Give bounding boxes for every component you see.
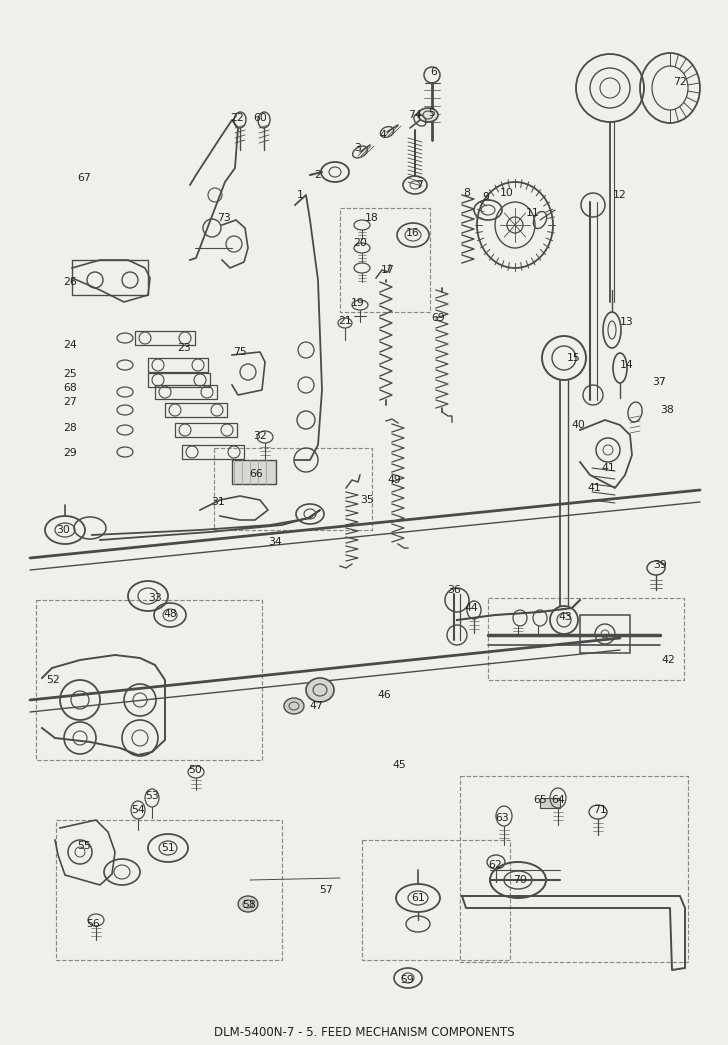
Text: 32: 32 [253, 431, 267, 441]
Text: 47: 47 [309, 701, 323, 711]
Text: 9: 9 [483, 192, 489, 202]
Text: 38: 38 [660, 405, 674, 415]
Text: 41: 41 [601, 463, 615, 473]
Text: 4: 4 [379, 130, 387, 140]
Text: 17: 17 [381, 265, 395, 275]
Text: 22: 22 [230, 113, 244, 123]
Text: 7: 7 [416, 180, 424, 190]
Text: 71: 71 [593, 805, 607, 815]
Text: 64: 64 [551, 795, 565, 805]
Text: 46: 46 [377, 690, 391, 700]
Text: 28: 28 [63, 423, 77, 433]
Text: 52: 52 [46, 675, 60, 686]
Text: 73: 73 [217, 213, 231, 223]
Text: 75: 75 [233, 347, 247, 357]
Text: 48: 48 [163, 609, 177, 619]
Text: 13: 13 [620, 317, 634, 327]
Text: 2: 2 [314, 170, 322, 180]
Text: 60: 60 [253, 113, 267, 123]
Text: 1: 1 [296, 190, 304, 200]
Ellipse shape [306, 678, 334, 702]
Bar [72, 260, 148, 295]
Text: 16: 16 [406, 228, 420, 238]
Text: 67: 67 [77, 173, 91, 183]
Bar [182, 445, 244, 459]
Bar [540, 798, 560, 808]
Text: 61: 61 [411, 893, 425, 903]
Text: 42: 42 [661, 655, 675, 665]
Bar [148, 373, 210, 387]
Text: 30: 30 [56, 525, 70, 535]
Text: 54: 54 [131, 805, 145, 815]
Text: 18: 18 [365, 213, 379, 223]
Text: 10: 10 [500, 188, 514, 198]
Text: 63: 63 [495, 813, 509, 823]
Text: 19: 19 [351, 298, 365, 308]
Ellipse shape [284, 698, 304, 714]
Bar [135, 331, 195, 345]
Ellipse shape [418, 108, 438, 122]
Text: DLM-5400N-7 - 5. FEED MECHANISM COMPONENTS: DLM-5400N-7 - 5. FEED MECHANISM COMPONEN… [214, 1025, 514, 1039]
Text: 24: 24 [63, 340, 77, 350]
Text: 56: 56 [86, 919, 100, 929]
Text: 33: 33 [148, 593, 162, 603]
Text: 44: 44 [464, 603, 478, 613]
Text: 23: 23 [177, 343, 191, 353]
Text: 59: 59 [400, 975, 414, 985]
Text: 12: 12 [613, 190, 627, 200]
Text: 55: 55 [77, 841, 91, 851]
Text: 62: 62 [488, 860, 502, 870]
Text: 31: 31 [211, 497, 225, 507]
Text: 20: 20 [353, 238, 367, 248]
Text: 39: 39 [653, 560, 667, 570]
Text: 25: 25 [63, 369, 77, 379]
Ellipse shape [238, 896, 258, 912]
Text: 58: 58 [242, 900, 256, 910]
Text: 11: 11 [526, 208, 540, 218]
Text: 74: 74 [408, 110, 422, 120]
Text: 29: 29 [63, 448, 77, 458]
Text: 26: 26 [63, 277, 77, 287]
Text: 21: 21 [338, 316, 352, 326]
Text: 37: 37 [652, 377, 666, 387]
Text: 6: 6 [430, 67, 438, 77]
Text: 49: 49 [387, 475, 401, 485]
Text: 72: 72 [673, 77, 687, 87]
Text: 69: 69 [431, 314, 445, 323]
Text: 51: 51 [161, 843, 175, 853]
Bar [232, 460, 276, 484]
Text: 50: 50 [188, 765, 202, 775]
Text: 3: 3 [355, 143, 361, 153]
Text: 40: 40 [571, 420, 585, 429]
Text: 27: 27 [63, 397, 77, 407]
Bar [148, 358, 208, 372]
Text: 35: 35 [360, 495, 374, 505]
Text: 8: 8 [464, 188, 470, 198]
Text: 34: 34 [268, 537, 282, 547]
Text: 36: 36 [447, 585, 461, 595]
Text: 53: 53 [145, 791, 159, 802]
Text: 57: 57 [319, 885, 333, 895]
Text: 68: 68 [63, 384, 77, 393]
Text: 41: 41 [587, 483, 601, 493]
Bar [175, 423, 237, 437]
Bar [580, 616, 630, 653]
Bar [165, 403, 227, 417]
Bar [155, 385, 217, 399]
Text: 45: 45 [392, 760, 406, 770]
Text: 65: 65 [533, 795, 547, 805]
Text: 15: 15 [567, 353, 581, 363]
Text: 66: 66 [249, 469, 263, 479]
Text: 70: 70 [513, 875, 527, 885]
Text: 5: 5 [429, 108, 435, 118]
Text: 14: 14 [620, 359, 634, 370]
Text: 43: 43 [558, 612, 572, 622]
